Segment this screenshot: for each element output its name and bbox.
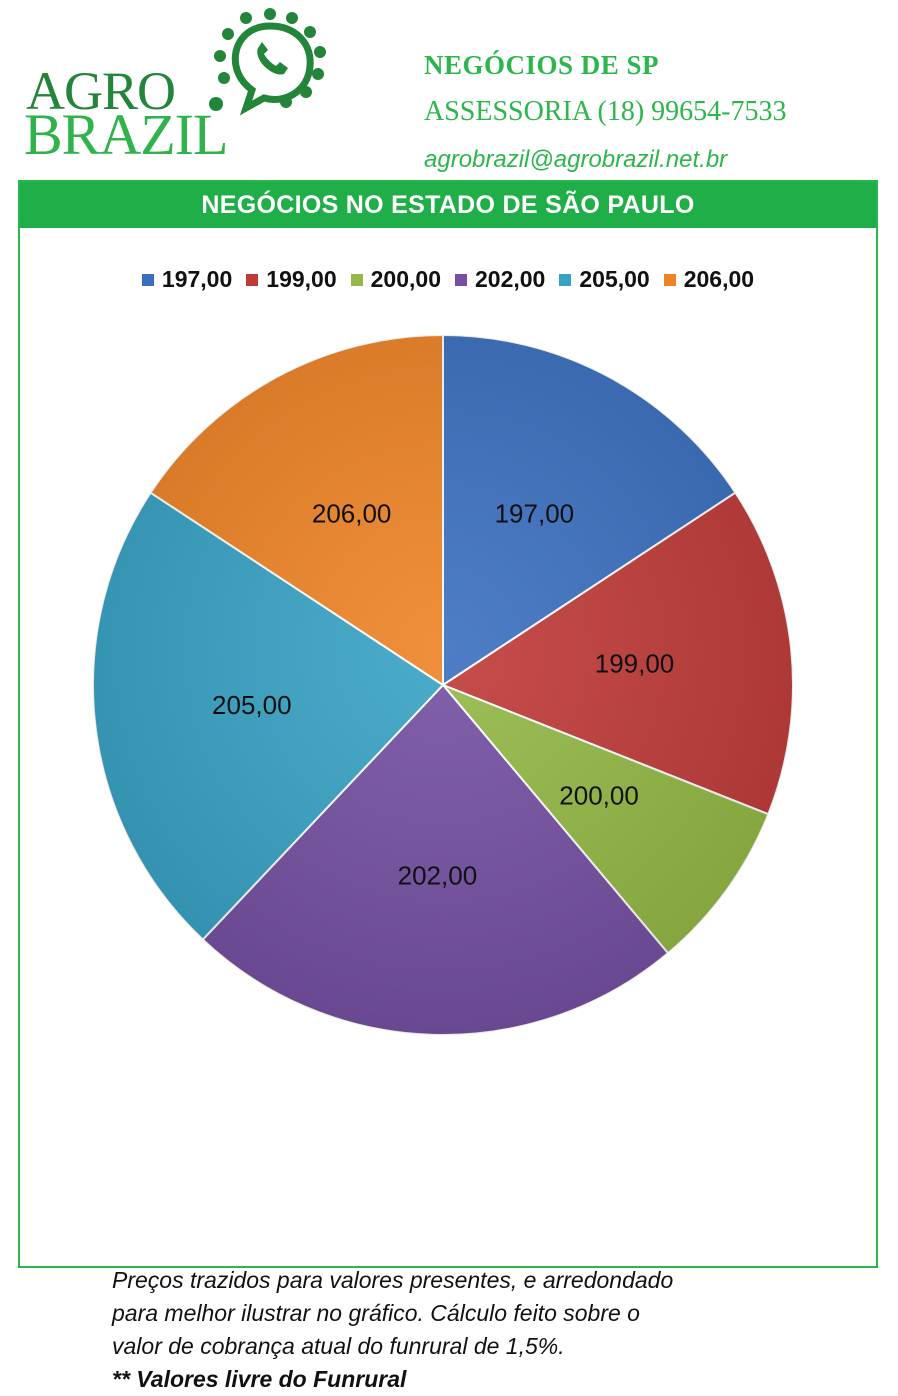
legend-item: 202,00 <box>455 266 545 293</box>
legend-swatch <box>559 273 572 286</box>
legend-item: 199,00 <box>246 266 337 293</box>
legend-swatch <box>663 273 676 286</box>
legend-label: 200,00 <box>370 266 441 292</box>
legend-label: 206,00 <box>683 266 755 292</box>
pie-slice-label: 205,00 <box>212 690 292 720</box>
legend-label: 205,00 <box>579 266 650 292</box>
chart-banner-title: NEGÓCIOS NO ESTADO DE SÃO PAULO <box>20 182 876 228</box>
legend-item: 206,00 <box>663 266 755 293</box>
header-email-link[interactable]: agrobrazil@agrobrazil.net.br <box>424 146 728 173</box>
legend-swatch <box>350 273 363 286</box>
footnote-line-3: valor de cobrança atual do funrural de 1… <box>112 1333 565 1359</box>
legend-swatch <box>455 273 467 286</box>
whatsapp-chain-icon <box>209 8 326 116</box>
pie-slice-label: 200,00 <box>559 781 639 811</box>
footnote: Preços trazidos para valores presentes, … <box>112 1264 832 1396</box>
logo-brazil-text: BRAZIL <box>24 102 228 167</box>
legend-swatch <box>141 273 154 286</box>
footnote-line-4: ** Valores livre do Funrural <box>112 1366 407 1392</box>
chart-panel: NEGÓCIOS NO ESTADO DE SÃO PAULO 197,00 19… <box>18 180 878 1392</box>
legend-item: 205,00 <box>559 266 650 293</box>
logo-agro-text: AGRO <box>26 61 176 121</box>
footnote-line-2: para melhor ilustrar no gráfico. Cálculo… <box>112 1300 640 1326</box>
chart-legend: 197,00 199,00 200,00 202,00 205,00 206,00 <box>20 266 876 293</box>
legend-label: 202,00 <box>475 266 546 292</box>
footnote-line-1: Preços trazidos para valores presentes, … <box>112 1267 674 1293</box>
legend-item: 200,00 <box>350 266 441 293</box>
agrobrazil-logo: AGRO BRAZIL <box>20 4 340 170</box>
legend-swatch <box>246 273 259 286</box>
pie-slice-label: 199,00 <box>595 648 675 678</box>
pie-chart: 197,00 199,00 200,00 202,00 205,00 206,00 <box>92 333 794 1036</box>
pie-slice-label: 202,00 <box>398 860 478 890</box>
legend-item: 197,00 <box>141 266 233 293</box>
header-phone: ASSESSORIA (18) 99654-7533 <box>424 96 787 127</box>
legend-label: 199,00 <box>266 266 337 292</box>
pie-slice-label: 197,00 <box>495 498 575 528</box>
legend-label: 197,00 <box>161 266 233 292</box>
header-title: NEGÓCIOS DE SP <box>424 50 660 80</box>
pie-slice-label: 206,00 <box>312 498 392 528</box>
